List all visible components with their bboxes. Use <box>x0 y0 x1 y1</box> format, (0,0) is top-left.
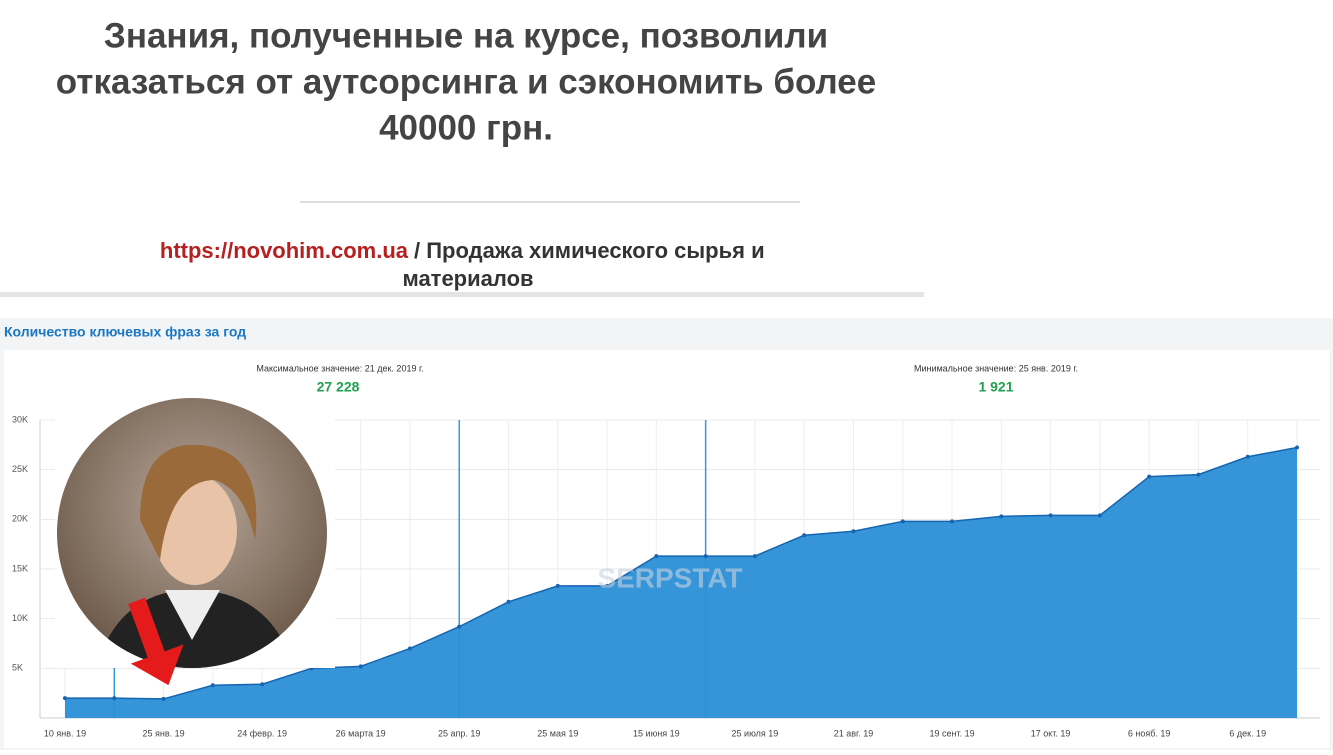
divider <box>0 292 924 297</box>
point <box>851 529 856 534</box>
source-text: материалов <box>402 266 533 291</box>
point <box>161 696 166 701</box>
y-tick-label: 15K <box>12 563 28 573</box>
annotation: Минимальное значение: 25 янв. 2019 г. <box>914 363 1078 373</box>
source-text: / Продажа химического сырья и <box>414 238 765 263</box>
x-tick-label: 26 марта 19 <box>336 728 386 738</box>
point <box>999 514 1004 519</box>
x-tick-label: 6 дек. 19 <box>1229 728 1266 738</box>
x-tick-label: 25 янв. 19 <box>142 728 184 738</box>
point <box>950 519 955 524</box>
x-tick-label: 10 янв. 19 <box>44 728 86 738</box>
point <box>1245 454 1250 459</box>
point <box>605 583 610 588</box>
headline: отказаться от аутсорсинга и сэкономить б… <box>56 62 876 101</box>
point <box>752 554 757 559</box>
point <box>506 599 511 604</box>
point <box>260 682 265 687</box>
x-tick-label: 21 авг. 19 <box>834 728 874 738</box>
point <box>1295 445 1299 450</box>
point <box>112 696 117 701</box>
point <box>1097 513 1102 518</box>
y-tick-label: 20K <box>12 514 28 524</box>
x-tick-label: 19 сент. 19 <box>929 728 974 738</box>
watermark: SERPSTAT <box>597 562 742 593</box>
x-tick-label: 6 нояб. 19 <box>1128 728 1171 738</box>
point <box>210 683 215 688</box>
headline: Знания, полученные на курсе, позволили <box>104 16 828 55</box>
point <box>407 646 412 651</box>
source-link[interactable]: https://novohim.com.ua <box>160 238 409 263</box>
annotation: Максимальное значение: 21 дек. 2019 г. <box>256 363 423 373</box>
plot: 5K 10K 15K 20K 25K 30K 10 янв. 19 25 янв. 19 24 … <box>12 414 1320 738</box>
point <box>802 533 807 538</box>
line <box>65 446 1298 700</box>
area <box>65 447 1297 718</box>
point <box>1048 513 1053 518</box>
point <box>900 519 905 524</box>
point <box>703 554 708 559</box>
point <box>63 696 67 701</box>
point <box>358 664 363 669</box>
headline: 40000 грн. <box>379 108 553 147</box>
point <box>1196 472 1201 477</box>
x-tick-label: 25 июля 19 <box>732 728 779 738</box>
point <box>1147 474 1152 479</box>
point <box>457 624 462 629</box>
chart-title[interactable]: Количество ключевых фраз за год <box>4 324 246 340</box>
annotation-value: 1 921 <box>978 379 1013 395</box>
y-tick-label: 10K <box>12 613 28 623</box>
point <box>555 583 560 588</box>
point <box>654 554 659 559</box>
annotation-value: 27 228 <box>317 379 360 395</box>
x-tick-label: 25 мая 19 <box>537 728 578 738</box>
y-tick-label: 25K <box>12 464 28 474</box>
y-tick-label: 5K <box>12 663 23 673</box>
photo <box>55 398 335 686</box>
x-tick-label: 25 апр. 19 <box>438 728 480 738</box>
x-tick-label: 24 февр. 19 <box>237 728 287 738</box>
x-tick-label: 17 окт. 19 <box>1031 728 1071 738</box>
x-tick-label: 15 июня 19 <box>633 728 680 738</box>
y-tick-label: 30K <box>12 414 28 424</box>
